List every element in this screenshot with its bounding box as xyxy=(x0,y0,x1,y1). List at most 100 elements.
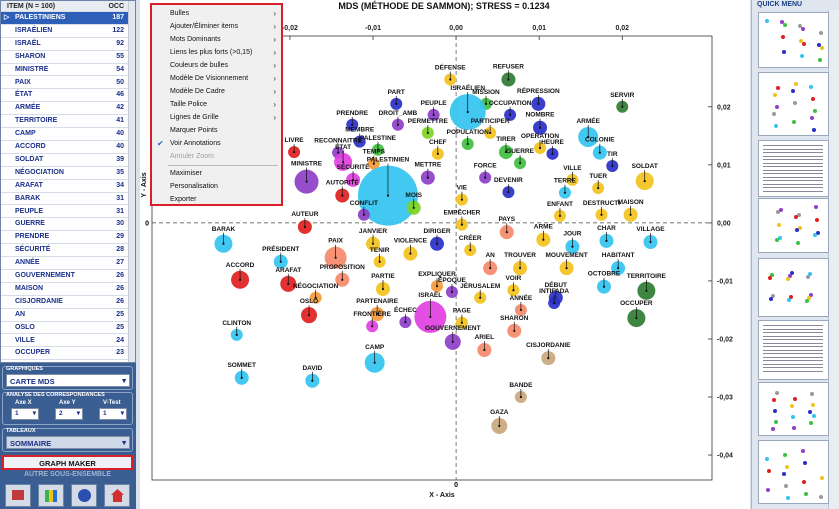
point-label: JOUR xyxy=(563,231,581,238)
point-label: TUER xyxy=(589,173,607,180)
table-row[interactable]: AN 25 xyxy=(1,309,128,322)
point-label: RECONNAITRE xyxy=(314,138,362,145)
point-marker xyxy=(629,213,632,216)
menu-item[interactable]: Modèle De Visionnement › xyxy=(152,73,281,86)
point-label: PART xyxy=(388,89,405,96)
table-row[interactable]: ▷ PALESTINIENS 187 xyxy=(1,12,128,25)
point-marker xyxy=(279,260,282,263)
icon-button[interactable] xyxy=(38,484,64,507)
thumbnail-detail xyxy=(763,145,823,146)
icon-button[interactable] xyxy=(104,484,130,507)
menu-item[interactable]: Maximiser xyxy=(152,168,281,181)
field-select[interactable]: 2 ▾ xyxy=(55,408,83,420)
thumbnail-detail xyxy=(763,335,823,337)
point-marker xyxy=(238,278,242,281)
thumbnail[interactable] xyxy=(758,72,829,136)
quick-menu-title: QUICK MENU xyxy=(757,1,803,8)
table-row[interactable]: BARAK 31 xyxy=(1,193,128,206)
chart-title: MDS (MÉTHODE DE SAMMON); STRESS = 0.1234 xyxy=(338,1,549,11)
thumbnail-detail xyxy=(763,332,823,333)
point-label: LIVRE xyxy=(284,137,304,144)
table-row[interactable]: MAISON 26 xyxy=(1,283,128,296)
point-marker xyxy=(553,301,556,305)
submenu-arrow: › xyxy=(273,100,276,109)
menu-item[interactable]: Mots Dominants › xyxy=(152,34,281,47)
table-row[interactable]: CAMP 40 xyxy=(1,128,128,141)
graph-select[interactable]: CARTE MDS ▾ xyxy=(6,374,130,387)
point-marker xyxy=(314,296,317,299)
item-name: MAISON xyxy=(15,284,43,292)
thumbnail[interactable] xyxy=(758,198,829,253)
point-label: AUTEUR xyxy=(291,211,318,218)
table-row[interactable]: CISJORDANIE 26 xyxy=(1,296,128,309)
table-row[interactable]: ISRAÉLIEN 122 xyxy=(1,25,128,38)
table-row[interactable]: NÉGOCIATION 35 xyxy=(1,167,128,180)
scrollbar[interactable] xyxy=(128,1,135,362)
menu-item[interactable]: Ajouter/Éliminer items › xyxy=(152,21,281,34)
icon-button[interactable] xyxy=(5,484,31,507)
menu-label: Personalisation xyxy=(170,183,218,190)
autre-button[interactable]: AUTRE SOUS-ENSEMBLE xyxy=(2,471,133,481)
table-row[interactable]: OSLO 25 xyxy=(1,322,128,335)
table-row[interactable]: ARAFAT 34 xyxy=(1,180,128,193)
thumbnail[interactable] xyxy=(758,440,829,504)
table-row[interactable]: ÉTAT 46 xyxy=(1,89,128,103)
table-select[interactable]: SOMMAIRE ▾ xyxy=(6,436,130,449)
menu-item[interactable]: Lignes de Grille › xyxy=(152,112,281,125)
table-row[interactable]: ISRAËL 92 xyxy=(1,38,128,51)
menu-item[interactable]: ✔ Voir Annotations xyxy=(152,138,281,151)
graph-maker-button[interactable]: GRAPH MAKER xyxy=(2,455,133,470)
menu-item[interactable]: Couleurs de bulles › xyxy=(152,60,281,73)
menu-item[interactable]: Marquer Points xyxy=(152,125,281,138)
thumbnail[interactable] xyxy=(758,320,829,380)
thumbnail-detail xyxy=(796,241,800,245)
menu-item[interactable]: Personalisation xyxy=(152,181,281,194)
point-label: POPULATION xyxy=(447,129,489,136)
table-row[interactable]: VILLE 24 xyxy=(1,335,128,348)
thumbnail-detail xyxy=(786,496,790,500)
menu-item[interactable]: Taille Police › xyxy=(152,99,281,112)
item-occ: 28 xyxy=(116,246,124,254)
menu-item[interactable]: Exporter xyxy=(152,194,281,207)
table-row[interactable]: PRENDRE 29 xyxy=(1,231,128,245)
table-row[interactable]: GOUVERNEMENT 26 xyxy=(1,270,128,283)
table-row[interactable]: SÉCURITÉ 28 xyxy=(1,244,128,258)
table-row[interactable]: PAIX 50 xyxy=(1,77,128,90)
table-row[interactable]: ACCORD 40 xyxy=(1,141,128,154)
point-marker xyxy=(351,123,354,126)
thumbnail[interactable] xyxy=(758,12,829,68)
table-row[interactable]: TERRITOIRE 41 xyxy=(1,115,128,129)
thumbnail[interactable] xyxy=(758,382,829,436)
table-row[interactable]: GUERRE 30 xyxy=(1,218,128,232)
table-row[interactable]: ARMÉE 42 xyxy=(1,102,128,116)
menu-item[interactable]: Liens les plus forts (>0,15) › xyxy=(152,47,281,60)
field-select[interactable]: 1 ▾ xyxy=(11,408,39,420)
menu-item[interactable]: Modèle De Cadre › xyxy=(152,86,281,99)
table-row[interactable]: OCCUPER 23 xyxy=(1,347,128,361)
field-select[interactable]: 1 ▾ xyxy=(99,408,127,420)
icon-button[interactable] xyxy=(71,484,97,507)
table-row[interactable]: ANNÉE 27 xyxy=(1,257,128,270)
table-row[interactable]: SOLDAT 39 xyxy=(1,154,128,167)
point-label: TERRE xyxy=(554,178,577,185)
table-row[interactable]: MINISTRE 54 xyxy=(1,64,128,77)
thumbnail[interactable] xyxy=(758,140,829,197)
point-marker xyxy=(362,213,365,216)
point-label: PARTICIPER xyxy=(471,118,510,125)
point-marker xyxy=(489,131,492,135)
point-label: TENIR xyxy=(370,247,390,254)
scrollbar[interactable] xyxy=(828,10,839,509)
menu-item[interactable]: Bulles › xyxy=(152,8,281,21)
thumbnail[interactable] xyxy=(758,258,829,317)
point-label: OPERATION xyxy=(521,133,559,140)
y-tick-label: 0,00 xyxy=(717,220,731,227)
point-marker xyxy=(435,242,439,245)
y-tick-label: 0,01 xyxy=(717,162,731,169)
y-tick-label: -0,01 xyxy=(717,278,733,285)
table-row[interactable]: PEUPLE 31 xyxy=(1,206,128,219)
table-row[interactable]: SHARON 55 xyxy=(1,51,128,64)
point-marker xyxy=(371,325,374,328)
point-label: MINISTRE xyxy=(291,161,323,168)
y-tick-label: -0,02 xyxy=(717,336,733,343)
thumbnail-detail xyxy=(811,403,815,407)
